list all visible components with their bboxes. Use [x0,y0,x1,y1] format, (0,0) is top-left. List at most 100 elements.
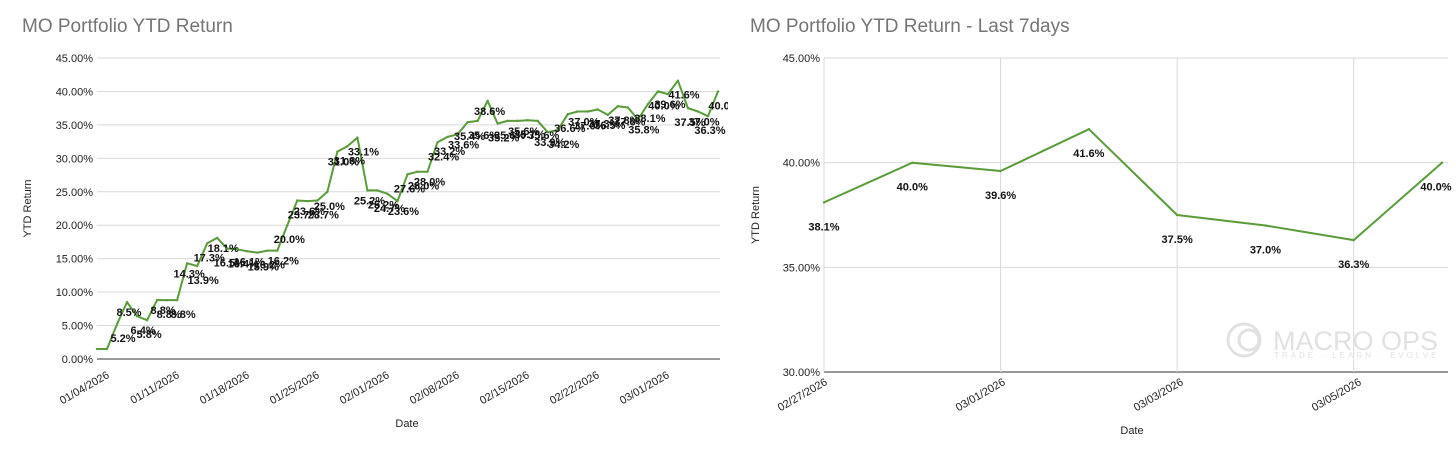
data-label: 14.3% [174,268,205,280]
data-label: 35.6% [508,126,539,138]
data-point [476,119,479,123]
data-label: 16.1% [234,256,265,268]
x-tick-label: 02/27/2026 [776,376,830,414]
y-tick-label: 40.00% [783,158,821,170]
data-point [576,110,579,113]
x-tick-label: 02/01/2026 [338,369,392,407]
data-label: 37.5% [674,117,705,129]
data-label: 23.6% [388,206,419,218]
data-label: 28.0% [408,181,439,193]
data-point [416,170,419,173]
data-point [356,136,359,139]
x-tick-label: 01/04/2026 [58,369,112,407]
data-point [256,251,259,254]
data-point [596,108,600,111]
data-label: 33.2% [434,146,465,158]
data-point [306,199,309,203]
data-label: 8.5% [117,307,142,319]
series-line [823,128,1443,242]
data-label: 37.6% [614,116,645,128]
data-label: 33.1% [348,147,379,159]
data-point [125,300,129,304]
logo-inner-ring-icon [1237,328,1261,352]
data-point [155,298,159,302]
y-tick-label: 30.00% [56,153,94,165]
data-label: 37.0% [574,121,605,133]
x-tick-label: 01/11/2026 [129,369,182,407]
data-label: 32.4% [428,151,459,163]
data-point [1440,161,1444,164]
data-label: 40.0% [1420,182,1451,194]
data-label: 16.2% [268,256,299,268]
data-point [115,323,119,326]
data-point [336,150,339,153]
data-point [396,199,399,203]
data-point [296,199,299,202]
data-label: 35.8% [628,125,659,137]
data-point [276,249,279,252]
data-point [436,141,439,144]
data-point [456,133,459,136]
data-point [175,298,179,302]
data-label: 34.2% [548,139,579,151]
data-label: 20.0% [274,234,305,246]
data-label: 36.5% [594,120,625,132]
y-axis-title: YTD Return [750,186,762,244]
data-point [999,169,1002,173]
data-point [656,90,660,93]
data-point [386,192,389,195]
data-point [822,201,826,204]
data-point [696,110,700,113]
y-tick-label: 35.00% [783,262,821,274]
x-tick-label: 03/03/2026 [1132,376,1186,414]
x-tick-label: 02/15/2026 [478,369,532,407]
data-point [911,161,914,164]
y-tick-label: 0.00% [62,354,93,366]
data-point [95,347,99,351]
data-label: 35.2% [488,133,519,145]
data-point [616,104,620,108]
data-point [105,347,109,351]
data-point [266,249,269,252]
data-label: 25.0% [314,201,345,213]
data-label: 16.4% [228,258,259,270]
data-label: 28.0% [414,177,445,189]
y-tick-label: 10.00% [56,287,94,299]
data-point [516,119,519,123]
data-label: 8.8% [157,309,182,321]
data-label: 13.9% [188,275,219,287]
data-label: 38.1% [808,221,839,233]
data-label: 24.7% [374,203,405,215]
y-tick-label: 45.00% [56,53,94,65]
watermark-tagline: TRADE · LEARN · EVOLVE [1274,351,1439,360]
data-point [556,129,559,132]
ytd-return-plot: 0.00% 5.00% 10.00% 15.00% 20.00% 25.00% 30.00%… [22,53,728,430]
y-tick-label: 40.00% [56,86,94,98]
data-point [195,264,199,268]
data-point [316,199,319,202]
watermark-brand: MACRO OPS [1273,326,1438,356]
data-point [716,90,720,93]
data-point [566,112,569,116]
y-tick-label: 45.00% [783,53,821,65]
data-label: 36.3% [694,125,725,137]
data-label: 37.5% [1162,234,1193,246]
data-label: 37.0% [1250,244,1281,256]
data-label: 40.0% [897,182,928,194]
data-label: 38.1% [634,113,665,125]
data-point [636,118,640,121]
y-tick-label: 25.00% [56,187,94,199]
ytd-return-chart: MO Portfolio YTD Return 0.00% 5.00% 10.00%… [22,16,728,430]
data-label: 16.5% [214,258,245,270]
data-label: 6.4% [131,325,156,337]
data-label: 23.7% [288,209,319,221]
data-label: 39.6% [985,190,1016,202]
data-point [376,189,379,192]
y-tick-label: 20.00% [56,220,94,232]
data-point [145,319,149,322]
data-label: 35.4% [454,131,485,143]
x-tick-label: 03/01/2026 [954,376,1008,414]
logo-ring-icon [1226,322,1262,358]
data-point [446,135,449,139]
data-label: 25.2% [368,199,399,211]
